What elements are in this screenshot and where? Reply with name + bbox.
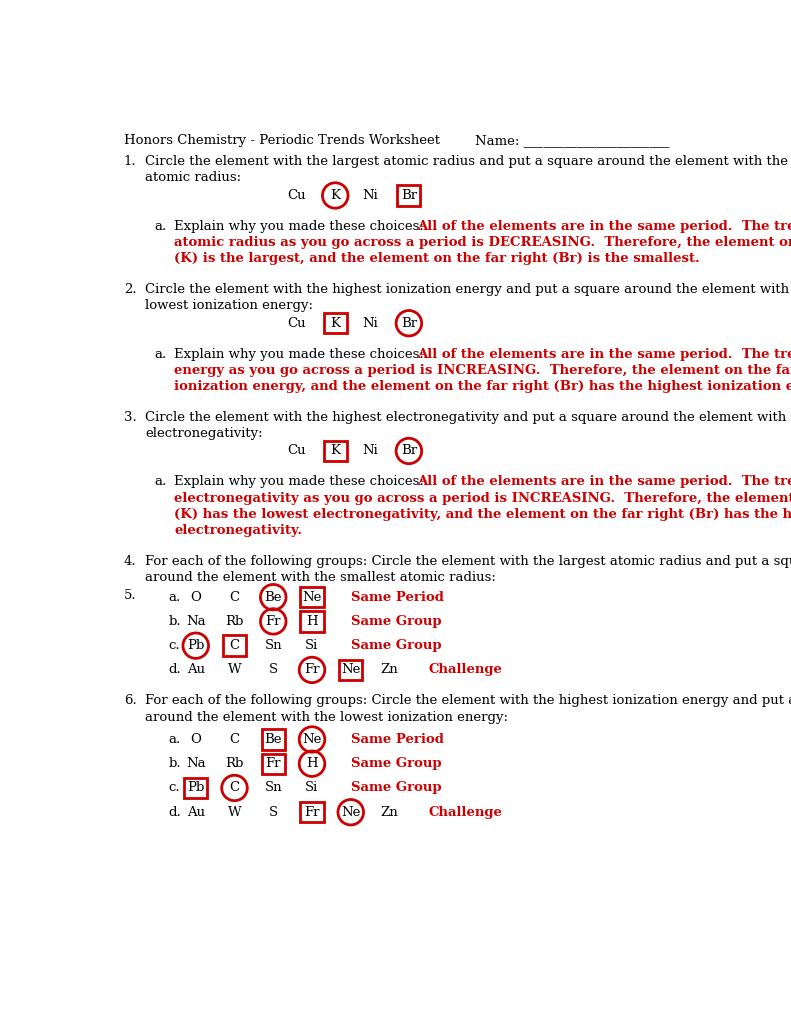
Text: All of the elements are in the same period.  The trend in: All of the elements are in the same peri… [417, 220, 791, 232]
Text: (K) is the largest, and the element on the far right (Br) is the smallest.: (K) is the largest, and the element on t… [174, 252, 700, 265]
Text: atomic radius as you go across a period is DECREASING.  Therefore, the element o: atomic radius as you go across a period … [174, 237, 791, 249]
Text: Br: Br [401, 316, 417, 330]
Text: K: K [331, 444, 340, 458]
Text: a.: a. [155, 220, 167, 232]
Text: Ni: Ni [362, 316, 378, 330]
Text: Same Group: Same Group [350, 757, 441, 770]
Text: 4.: 4. [123, 555, 136, 567]
Text: Br: Br [401, 444, 417, 458]
Text: Na: Na [186, 757, 206, 770]
Text: electronegativity as you go across a period is INCREASING.  Therefore, the eleme: electronegativity as you go across a per… [174, 492, 791, 505]
Text: d.: d. [168, 664, 181, 677]
Text: a.: a. [168, 733, 181, 745]
Text: Same Group: Same Group [350, 781, 441, 795]
Text: Fr: Fr [305, 664, 320, 677]
Text: ionization energy, and the element on the far right (Br) has the highest ionizat: ionization energy, and the element on th… [174, 380, 791, 393]
Text: Cu: Cu [287, 444, 306, 458]
Text: For each of the following groups: Circle the element with the highest ionization: For each of the following groups: Circle… [146, 694, 791, 708]
Text: Challenge: Challenge [428, 806, 502, 819]
Text: Si: Si [305, 639, 319, 652]
Text: Ni: Ni [362, 444, 378, 458]
Text: around the element with the lowest ionization energy:: around the element with the lowest ioniz… [146, 711, 509, 724]
Text: Rb: Rb [225, 615, 244, 628]
Text: Explain why you made these choices:: Explain why you made these choices: [174, 475, 428, 488]
Text: atomic radius:: atomic radius: [146, 171, 241, 184]
Text: b.: b. [168, 757, 181, 770]
Text: 2.: 2. [123, 283, 136, 296]
Text: Au: Au [187, 664, 205, 677]
Text: All of the elements are in the same period.  The trend in ionization: All of the elements are in the same peri… [417, 347, 791, 360]
Text: Zn: Zn [380, 806, 399, 819]
Text: H: H [306, 615, 318, 628]
Text: Ne: Ne [302, 733, 322, 745]
Text: energy as you go across a period is INCREASING.  Therefore, the element on the f: energy as you go across a period is INCR… [174, 364, 791, 377]
Text: Ne: Ne [341, 664, 361, 677]
Text: Cu: Cu [287, 189, 306, 202]
Text: C: C [229, 781, 240, 795]
Text: a.: a. [155, 347, 167, 360]
Text: c.: c. [168, 639, 180, 652]
Text: Pb: Pb [187, 639, 204, 652]
Text: Explain why you made these choices:: Explain why you made these choices: [174, 220, 428, 232]
Text: For each of the following groups: Circle the element with the largest atomic rad: For each of the following groups: Circle… [146, 555, 791, 567]
Text: O: O [191, 733, 201, 745]
Text: Fr: Fr [266, 615, 281, 628]
Text: Same Period: Same Period [350, 733, 444, 745]
Text: electronegativity:: electronegativity: [146, 427, 263, 440]
Text: Rb: Rb [225, 757, 244, 770]
Text: Ne: Ne [341, 806, 361, 819]
Text: d.: d. [168, 806, 181, 819]
Text: C: C [229, 591, 240, 604]
Text: 3.: 3. [123, 411, 136, 424]
Text: Fr: Fr [305, 806, 320, 819]
Text: Fr: Fr [266, 757, 281, 770]
Text: Au: Au [187, 806, 205, 819]
Text: (K) has the lowest electronegativity, and the element on the far right (Br) has : (K) has the lowest electronegativity, an… [174, 508, 791, 521]
Text: O: O [191, 591, 201, 604]
Text: Circle the element with the largest atomic radius and put a square around the el: Circle the element with the largest atom… [146, 156, 791, 168]
Text: S: S [269, 664, 278, 677]
Text: Challenge: Challenge [428, 664, 502, 677]
Text: S: S [269, 806, 278, 819]
Text: W: W [228, 664, 241, 677]
Text: Be: Be [264, 733, 282, 745]
Text: Pb: Pb [187, 781, 204, 795]
Text: All of the elements are in the same period.  The trend in: All of the elements are in the same peri… [417, 475, 791, 488]
Text: electronegativity.: electronegativity. [174, 524, 302, 537]
Text: C: C [229, 733, 240, 745]
Text: Ne: Ne [302, 591, 322, 604]
Text: around the element with the smallest atomic radius:: around the element with the smallest ato… [146, 570, 496, 584]
Text: Cu: Cu [287, 316, 306, 330]
Text: 6.: 6. [123, 694, 136, 708]
Text: Circle the element with the highest ionization energy and put a square around th: Circle the element with the highest ioni… [146, 283, 791, 296]
Text: 1.: 1. [123, 156, 136, 168]
Text: C: C [229, 639, 240, 652]
Text: Same Period: Same Period [350, 591, 444, 604]
Text: Ni: Ni [362, 189, 378, 202]
Text: Name: ______________________: Name: ______________________ [475, 134, 669, 146]
Text: Circle the element with the highest electronegativity and put a square around th: Circle the element with the highest elec… [146, 411, 791, 424]
Text: Br: Br [401, 189, 417, 202]
Text: Na: Na [186, 615, 206, 628]
Text: 5.: 5. [123, 589, 136, 601]
Text: lowest ionization energy:: lowest ionization energy: [146, 299, 313, 312]
Text: Sn: Sn [264, 781, 282, 795]
Text: c.: c. [168, 781, 180, 795]
Text: W: W [228, 806, 241, 819]
Text: K: K [331, 189, 340, 202]
Text: K: K [331, 316, 340, 330]
Text: H: H [306, 757, 318, 770]
Text: Be: Be [264, 591, 282, 604]
Text: Sn: Sn [264, 639, 282, 652]
Text: b.: b. [168, 615, 181, 628]
Text: Si: Si [305, 781, 319, 795]
Text: Zn: Zn [380, 664, 399, 677]
Text: Same Group: Same Group [350, 639, 441, 652]
Text: Honors Chemistry - Periodic Trends Worksheet: Honors Chemistry - Periodic Trends Works… [123, 134, 440, 146]
Text: a.: a. [155, 475, 167, 488]
Text: Explain why you made these choices:: Explain why you made these choices: [174, 347, 428, 360]
Text: Same Group: Same Group [350, 615, 441, 628]
Text: a.: a. [168, 591, 181, 604]
